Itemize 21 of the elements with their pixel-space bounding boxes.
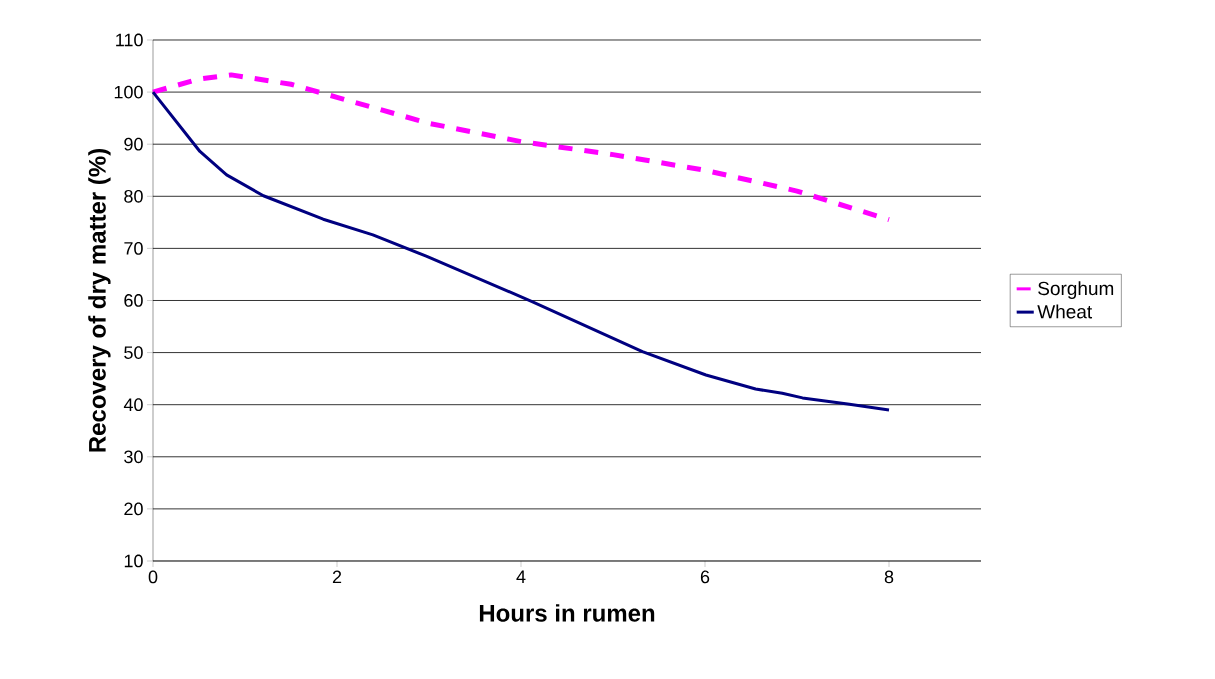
x-tick-label: 4 xyxy=(516,570,526,583)
y-tick-label: 50 xyxy=(124,346,143,359)
y-tick-label: 30 xyxy=(124,450,143,464)
x-tick-label: 2 xyxy=(332,570,342,584)
x-tick-label: 6 xyxy=(700,570,710,584)
line-series xyxy=(151,90,891,412)
y-tick-label: 70 xyxy=(124,242,143,255)
y-tick-label: 80 xyxy=(124,189,143,203)
y-tick-label: 100 xyxy=(114,85,143,99)
legend-label: Sorghum xyxy=(1038,281,1114,299)
x-axis-title: Hours in rumen xyxy=(479,604,655,622)
y-tick-label: 110 xyxy=(116,33,143,47)
y-axis-title: Recovery of dry matter (%) xyxy=(88,149,111,452)
y-tick-label: 20 xyxy=(124,502,143,516)
x-tick-label: 8 xyxy=(884,570,894,584)
y-tick-label: 10 xyxy=(124,554,143,568)
legend-label: Wheat xyxy=(1037,304,1093,319)
y-tick-label: 90 xyxy=(124,137,143,151)
y-tick-label: 40 xyxy=(123,398,143,412)
x-tick-label: 0 xyxy=(148,570,158,584)
y-tick-label: 60 xyxy=(124,294,143,307)
